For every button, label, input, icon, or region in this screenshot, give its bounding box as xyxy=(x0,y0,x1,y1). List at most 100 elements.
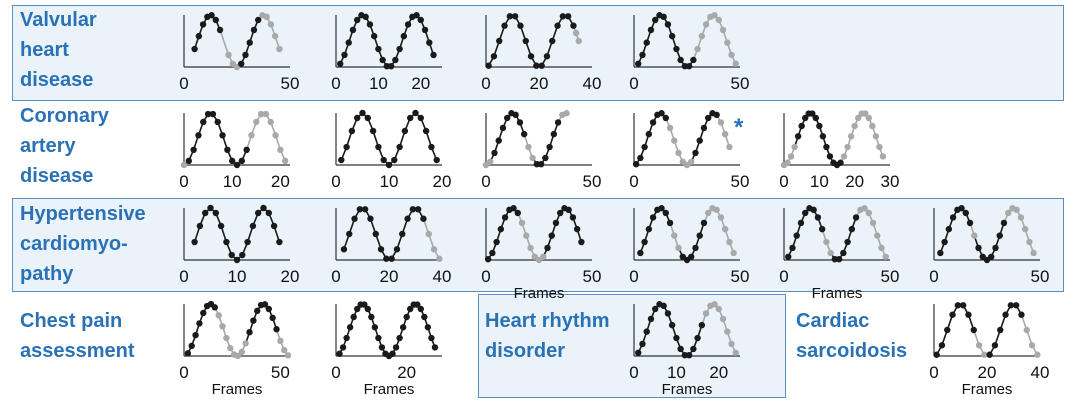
data-point-dark xyxy=(219,132,226,139)
series-segment xyxy=(219,29,230,56)
x-tick-label: 10 xyxy=(810,172,829,191)
data-point-light xyxy=(523,232,530,239)
data-point-dark xyxy=(354,305,361,313)
data-point-dark xyxy=(690,56,697,64)
data-point-light xyxy=(284,352,292,359)
data-point-dark xyxy=(270,222,278,230)
data-point-dark xyxy=(250,317,257,324)
data-point-light xyxy=(702,310,710,317)
x-tick-label: 50 xyxy=(583,267,602,286)
x-tick-label: 20 xyxy=(530,74,549,93)
x-tick-label: 10 xyxy=(223,172,242,191)
data-point-dark xyxy=(564,13,572,20)
data-point-dark xyxy=(694,334,701,342)
data-point-dark xyxy=(554,22,561,29)
data-point-dark xyxy=(239,251,246,259)
data-point-dark xyxy=(228,157,236,165)
x-tick-label: 50 xyxy=(281,74,300,93)
data-point-dark xyxy=(696,137,703,144)
data-point-dark xyxy=(677,345,684,353)
x-tick-label: 0 xyxy=(629,363,638,382)
data-point-dark xyxy=(214,118,221,126)
data-point-dark xyxy=(937,249,944,257)
data-point-dark xyxy=(255,16,262,24)
data-point-dark xyxy=(645,225,653,233)
data-point-dark xyxy=(637,154,644,162)
x-tick-label: 50 xyxy=(271,363,290,382)
data-point-dark xyxy=(789,244,796,252)
data-point-dark xyxy=(660,302,667,310)
data-point-dark xyxy=(490,53,498,60)
data-point-dark xyxy=(188,342,195,350)
data-point-dark xyxy=(336,350,343,357)
data-point-dark xyxy=(938,342,946,349)
data-point-dark xyxy=(565,206,572,214)
row-label-chest-pain: Chest pain assessment xyxy=(20,310,135,362)
x-tick-label: 0 xyxy=(481,74,490,93)
data-point-light xyxy=(719,26,727,34)
data-point-dark xyxy=(652,16,659,24)
data-point-dark xyxy=(641,238,648,246)
data-point-dark xyxy=(413,12,420,19)
data-point-light xyxy=(257,110,265,118)
data-point-dark xyxy=(223,238,230,246)
data-point-dark xyxy=(698,321,706,329)
data-point-light xyxy=(436,255,443,262)
chart-svg: 0 10 20 30 xyxy=(779,110,899,191)
chart-cad-2: 0 10 20 xyxy=(330,103,465,208)
data-point-light xyxy=(847,133,855,140)
data-point-dark xyxy=(798,122,805,130)
chart-svg: 0 50 xyxy=(179,12,300,93)
data-point-dark xyxy=(269,314,276,322)
x-axis-label: Frames xyxy=(662,381,713,398)
data-point-dark xyxy=(379,56,386,64)
data-point-dark xyxy=(538,62,545,69)
data-point-dark xyxy=(1002,311,1009,318)
data-point-light xyxy=(726,143,733,151)
data-point-light xyxy=(242,340,249,347)
chart-chest-1: 0 50 Frames xyxy=(178,294,313,399)
data-point-dark xyxy=(375,45,382,53)
data-point-dark xyxy=(393,246,401,253)
data-point-dark xyxy=(954,302,962,309)
x-tick-label: 50 xyxy=(731,74,750,93)
data-point-dark xyxy=(692,244,699,252)
data-point-dark xyxy=(407,114,414,122)
data-point-dark xyxy=(844,238,851,246)
data-point-dark xyxy=(499,124,507,132)
x-tick-label: 20 xyxy=(380,267,399,286)
x-tick-label: 10 xyxy=(667,363,686,382)
chart-svg: 0 50 * xyxy=(629,110,749,191)
data-point-dark xyxy=(246,39,253,46)
data-point-dark xyxy=(546,143,553,151)
data-point-light xyxy=(869,219,877,227)
data-point-light xyxy=(721,225,729,233)
data-point-dark xyxy=(958,205,965,212)
data-point-dark xyxy=(635,349,642,356)
x-tick-label: 50 xyxy=(583,172,602,191)
data-point-dark xyxy=(196,222,204,230)
data-point-dark xyxy=(340,246,348,253)
data-point-dark xyxy=(1000,219,1008,227)
data-point-dark xyxy=(668,32,676,40)
data-point-light xyxy=(487,158,494,165)
chart-hcm-4: 0 50 xyxy=(628,198,763,303)
data-point-dark xyxy=(238,60,245,67)
data-point-dark xyxy=(570,22,577,29)
data-point-dark xyxy=(501,22,508,29)
data-point-dark xyxy=(378,344,386,351)
data-point-dark xyxy=(647,26,655,34)
data-point-dark xyxy=(372,230,379,238)
x-tick-label: 0 xyxy=(929,267,938,286)
x-tick-label: 0 xyxy=(179,74,188,93)
data-point-dark xyxy=(647,315,655,323)
data-point-dark xyxy=(370,32,378,40)
data-point-light xyxy=(865,114,872,122)
data-point-dark xyxy=(424,324,432,331)
data-point-dark xyxy=(988,253,995,260)
data-point-dark xyxy=(517,22,524,29)
data-point-dark xyxy=(260,204,267,212)
x-tick-label: 50 xyxy=(881,267,900,286)
data-point-dark xyxy=(185,157,193,165)
